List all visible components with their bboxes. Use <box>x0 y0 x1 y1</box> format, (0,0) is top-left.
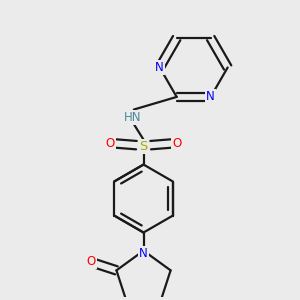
Text: N: N <box>206 90 215 104</box>
Text: O: O <box>172 137 182 150</box>
Text: HN: HN <box>124 111 141 124</box>
Text: S: S <box>139 140 148 153</box>
Text: O: O <box>106 137 115 150</box>
Text: N: N <box>139 247 148 260</box>
Text: N: N <box>155 61 164 74</box>
Text: O: O <box>86 255 96 268</box>
